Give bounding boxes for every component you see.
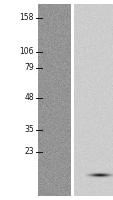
Text: 23: 23 (24, 148, 34, 156)
Text: 35: 35 (24, 126, 34, 134)
Text: 48: 48 (24, 94, 34, 102)
Text: 106: 106 (19, 47, 34, 56)
Text: 79: 79 (24, 64, 34, 72)
Text: 158: 158 (19, 14, 34, 22)
